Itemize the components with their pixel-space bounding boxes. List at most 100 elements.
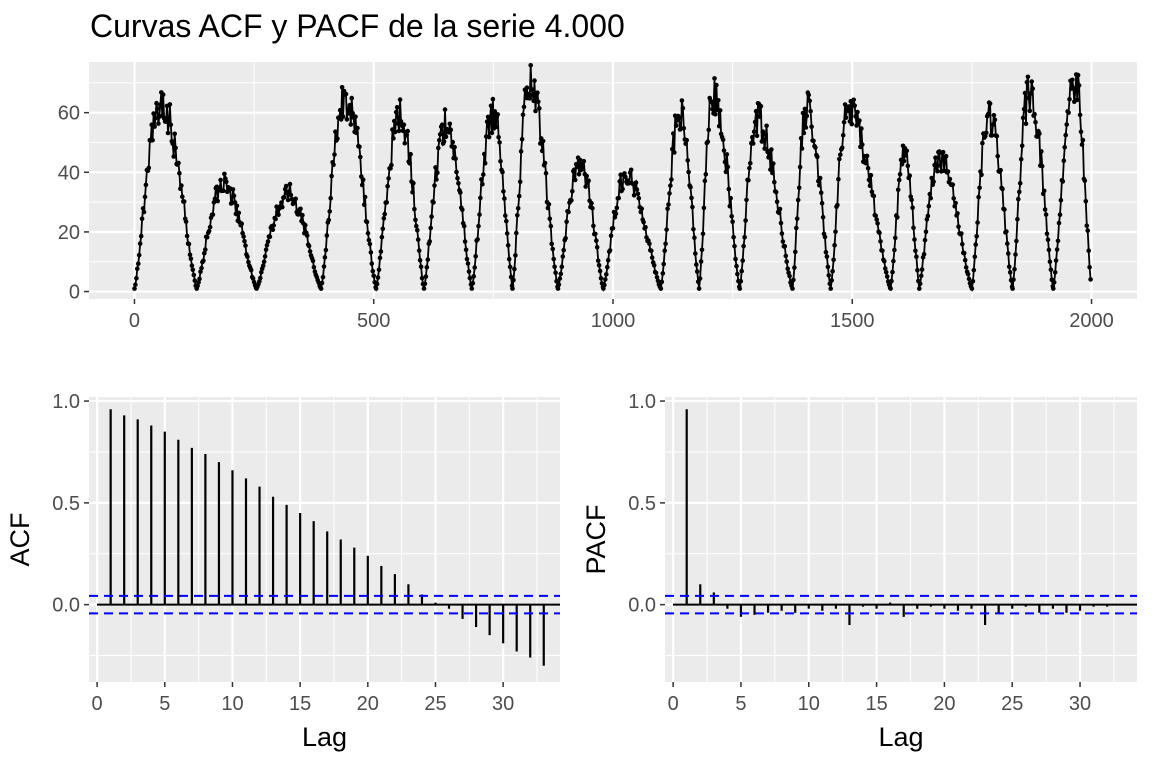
series-point (631, 193, 637, 198)
series-point (878, 239, 883, 244)
series-point (1000, 186, 1005, 192)
series-point (401, 122, 407, 127)
series-point (359, 182, 365, 188)
series-point (179, 183, 184, 188)
series-point (1084, 223, 1090, 228)
series-point (697, 276, 703, 281)
series-point (825, 264, 831, 270)
series-point (333, 129, 338, 134)
series-point (550, 246, 555, 252)
series-point (191, 272, 197, 278)
x-tick-label: 5 (159, 693, 170, 715)
series-point (439, 122, 445, 127)
x-tick-label: 5 (735, 693, 746, 715)
series-point (437, 138, 442, 143)
series-point (555, 286, 561, 291)
series-point (411, 180, 416, 186)
series-point (1027, 108, 1033, 114)
series-point (1056, 220, 1062, 226)
series-point (271, 223, 277, 228)
series-point (811, 138, 816, 144)
series-point (432, 183, 437, 188)
series-point (489, 130, 495, 136)
series-point (800, 110, 806, 116)
series-point (1005, 241, 1010, 246)
series-point (458, 190, 463, 195)
series-point (795, 197, 801, 203)
series-point (270, 227, 276, 232)
series-point (692, 235, 697, 240)
series-point (591, 223, 596, 229)
series-point (436, 145, 441, 151)
series-point (332, 152, 337, 157)
series-point (479, 177, 484, 182)
series-point (721, 148, 727, 153)
series-point (1023, 121, 1029, 127)
series-point (172, 131, 177, 137)
series-point (517, 179, 523, 185)
series-point (658, 286, 664, 291)
series-point (764, 123, 769, 129)
series-point (570, 189, 575, 194)
series-point (326, 217, 332, 223)
series-point (135, 266, 140, 272)
series-point (173, 145, 178, 151)
series-point (601, 286, 606, 291)
series-point (758, 103, 764, 109)
series-point (414, 223, 419, 229)
series-point (572, 177, 578, 183)
series-point (540, 138, 546, 144)
series-point (1052, 270, 1058, 275)
series-point (318, 286, 324, 291)
series-point (947, 176, 953, 182)
x-axis-label: Lag (302, 722, 347, 752)
x-tick-label: 20 (933, 693, 955, 715)
series-point (751, 129, 757, 134)
series-point (748, 160, 753, 166)
series-point (206, 228, 212, 234)
series-point (151, 111, 156, 116)
series-point (668, 183, 673, 188)
series-point (1051, 280, 1057, 285)
series-point (183, 219, 189, 224)
series-point (492, 109, 498, 114)
series-point (602, 282, 607, 288)
series-point (195, 283, 200, 289)
series-point (335, 136, 340, 141)
series-point (953, 200, 958, 206)
series-point (785, 266, 790, 272)
series-point (895, 215, 900, 220)
x-tick-label: 30 (1069, 693, 1091, 715)
series-point (424, 265, 430, 270)
series-point (385, 183, 390, 189)
series-point (713, 112, 718, 117)
series-point (747, 165, 752, 171)
series-point (321, 264, 327, 269)
series-point (263, 247, 269, 252)
series-point (969, 286, 975, 291)
series-point (931, 179, 936, 185)
series-point (146, 165, 152, 171)
series-point (288, 192, 294, 198)
series-point (154, 100, 159, 106)
series-point (690, 204, 695, 210)
series-point (382, 211, 388, 217)
series-point (428, 225, 434, 231)
series-point (455, 175, 460, 181)
series-point (511, 277, 516, 283)
y-tick-label: 0.0 (628, 595, 656, 617)
series-point (779, 231, 785, 236)
series-point (702, 178, 708, 184)
series-point (510, 286, 515, 291)
series-point (935, 168, 940, 174)
series-point (331, 162, 336, 167)
series-point (218, 177, 223, 183)
series-point (598, 276, 604, 281)
series-point (890, 269, 895, 275)
series-point (589, 201, 594, 206)
x-tick-label: 30 (492, 693, 514, 715)
series-point (506, 256, 512, 262)
series-point (679, 98, 685, 103)
series-point (868, 172, 874, 178)
